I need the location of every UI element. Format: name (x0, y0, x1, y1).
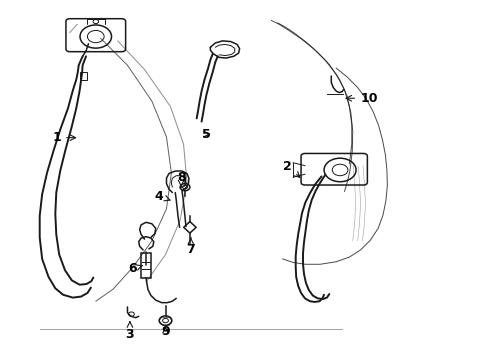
Text: 8: 8 (177, 171, 185, 186)
Bar (141, 253, 151, 278)
Text: 9: 9 (161, 325, 169, 338)
Text: 4: 4 (155, 190, 170, 203)
Text: 7: 7 (186, 238, 195, 256)
Text: 6: 6 (128, 262, 142, 275)
Text: 10: 10 (346, 92, 377, 105)
Bar (80, 72, 87, 80)
Text: 3: 3 (125, 322, 134, 341)
Text: 1: 1 (52, 131, 76, 144)
Text: 5: 5 (202, 127, 210, 141)
Text: 2: 2 (283, 160, 299, 177)
